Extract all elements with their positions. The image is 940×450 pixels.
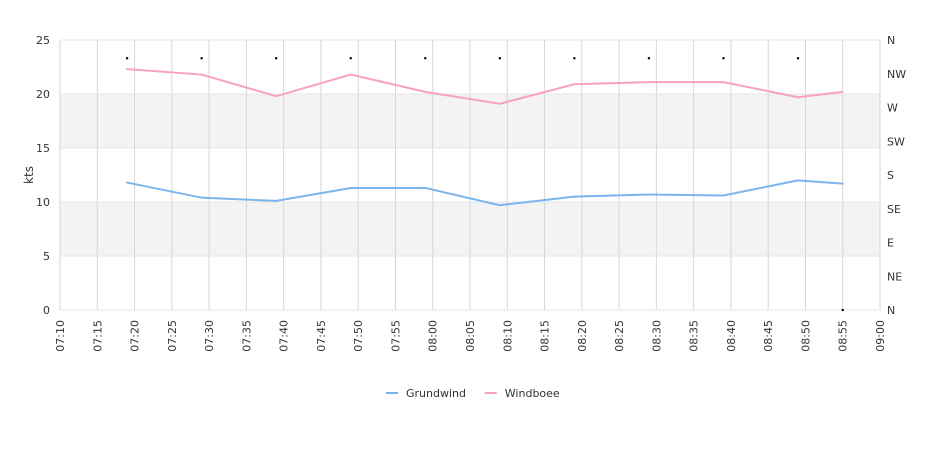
direction-axis-label: N	[887, 34, 895, 47]
y-tick-label: 20	[36, 88, 50, 101]
y-tick-label: 5	[43, 250, 50, 263]
x-tick-label: 09:00	[874, 320, 887, 352]
vertical-gridlines	[59, 40, 881, 310]
x-tick-label: 07:40	[278, 320, 291, 352]
x-tick-label: 08:10	[501, 320, 514, 352]
x-tick-label: 07:20	[129, 320, 142, 352]
direction-marker	[274, 57, 278, 60]
direction-marker	[125, 57, 129, 60]
x-tick-label: 08:20	[576, 320, 589, 352]
y-tick-label: 25	[36, 34, 50, 47]
y-tick-label: 0	[43, 304, 50, 317]
x-tick-label: 07:15	[91, 320, 104, 352]
series-line-windboee	[126, 68, 844, 105]
x-tick-label: 07:55	[389, 320, 402, 352]
x-axis-tick-labels: 07:10 07:15 07:20 07:25 07:30 07:35 07:40 07:45…	[54, 320, 887, 352]
direction-marker	[647, 57, 651, 60]
direction-axis-label: E	[887, 237, 894, 250]
y-tick-label: 15	[36, 142, 50, 155]
direction-marker	[200, 57, 203, 60]
direction-marker	[424, 57, 427, 60]
series-lines	[126, 68, 844, 207]
x-tick-label: 08:45	[762, 320, 775, 352]
x-tick-label: 08:05	[464, 320, 477, 352]
direction-marker	[349, 57, 352, 60]
series-line-grundwind	[126, 179, 844, 207]
x-tick-label: 08:00	[427, 320, 440, 352]
legend: Grundwind Windboee	[386, 387, 560, 400]
direction-axis-label: S	[887, 169, 894, 182]
direction-axis-label: SW	[887, 135, 905, 148]
direction-axis-label: SE	[887, 203, 901, 216]
x-tick-label: 08:50	[799, 320, 812, 352]
x-tick-label: 08:25	[613, 320, 626, 352]
x-tick-label: 07:50	[352, 320, 365, 352]
direction-markers	[125, 57, 844, 312]
x-tick-label: 08:30	[650, 320, 663, 352]
legend-label-grundwind: Grundwind	[406, 387, 466, 400]
x-tick-label: 07:10	[54, 320, 67, 352]
x-tick-label: 07:35	[240, 320, 253, 352]
x-tick-label: 07:45	[315, 320, 328, 352]
direction-axis-label: NW	[887, 68, 906, 81]
legend-label-windboee: Windboee	[505, 387, 560, 400]
horizontal-gridlines	[60, 39, 880, 311]
direction-axis-label: W	[887, 102, 898, 115]
y-tick-label: 10	[36, 196, 50, 209]
y-axis-label: kts	[22, 166, 36, 184]
direction-marker	[841, 308, 844, 312]
x-tick-label: 07:25	[166, 320, 179, 352]
x-tick-label: 08:15	[539, 320, 552, 352]
x-tick-label: 08:55	[837, 320, 850, 352]
direction-marker	[573, 57, 576, 60]
direction-axis-label: NE	[887, 270, 902, 283]
x-tick-label: 08:40	[725, 320, 738, 352]
direction-marker	[796, 57, 800, 60]
direction-marker	[722, 57, 725, 60]
direction-axis-labels: N NE E SE S SW W NW N	[887, 34, 906, 317]
x-tick-label: 07:30	[203, 320, 216, 352]
x-tick-label: 08:35	[688, 320, 701, 352]
y-axis-tick-labels: 0 5 10 15 20 25	[36, 34, 50, 317]
direction-axis-label: N	[887, 304, 895, 317]
direction-marker	[498, 57, 502, 60]
